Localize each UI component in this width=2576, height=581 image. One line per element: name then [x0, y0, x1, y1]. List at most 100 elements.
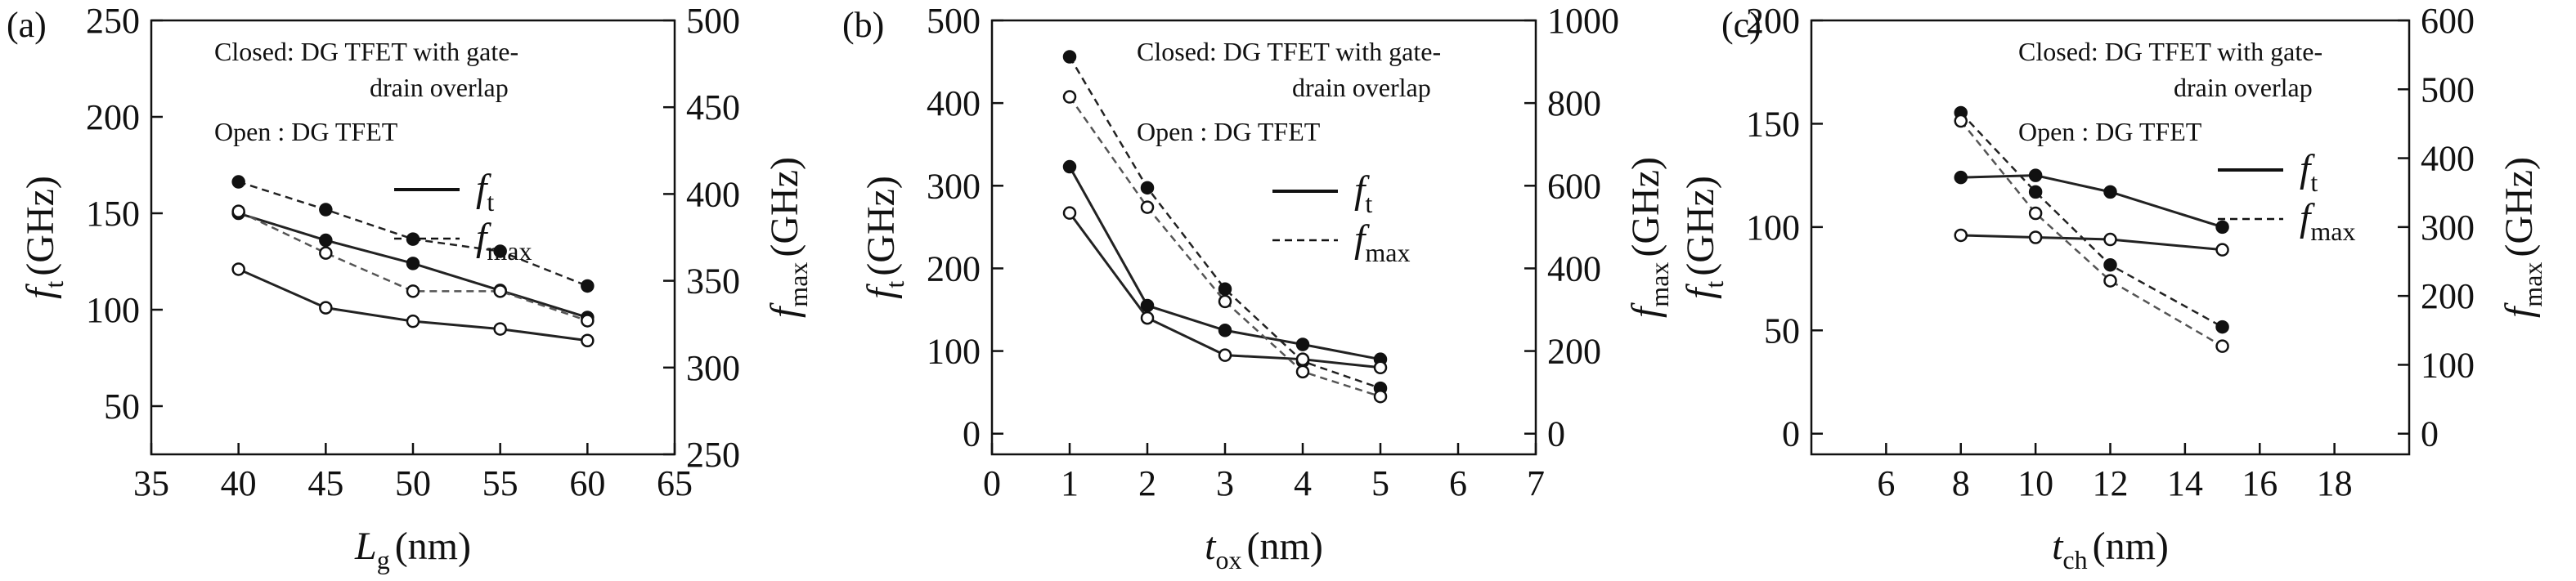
data-point: [581, 279, 595, 293]
data-point: [1140, 298, 1155, 313]
y2-tick-label: 400: [686, 174, 740, 214]
legend-label: ft: [476, 167, 494, 217]
data-point: [406, 314, 420, 328]
x-axis-label-subscript: ch: [2062, 545, 2087, 574]
y2-tick-label: 600: [1547, 166, 1601, 206]
y-tick-label: 200: [927, 248, 981, 288]
annotation-line: Open : DG TFET: [1137, 117, 1321, 146]
legend-label-subscript: max: [2310, 217, 2355, 246]
y2-axis-label-subscript: max: [2518, 262, 2547, 307]
data-point: [493, 284, 507, 298]
series-ft-open-: [231, 262, 595, 348]
annotation-line: Closed: DG TFET with gate-: [214, 37, 518, 66]
series-fmax-closed-: [231, 175, 595, 293]
x-tick-label: 50: [395, 463, 431, 503]
legend-label-subscript: max: [1365, 238, 1410, 267]
chart-panel-2: (b)0 1 2 3 4 5 6 701002003004005000200400600800…: [842, 1, 1674, 574]
series-ft-closed-: [231, 206, 595, 324]
annotation-line: Open : DG TFET: [2018, 117, 2202, 146]
x-axis-label-symbol: t: [2052, 525, 2064, 568]
data-point: [1295, 364, 1310, 379]
legend-label: ft: [2300, 147, 2318, 197]
annotation-line: Closed: DG TFET with gate-: [2018, 37, 2322, 66]
x-axis-label-unit: (nm): [2093, 525, 2169, 568]
y-axis-label-unit: (GHz): [859, 176, 903, 276]
y2-tick-label: 0: [1547, 414, 1565, 454]
data-point: [2103, 274, 2117, 288]
y-tick-label: 150: [1746, 104, 1800, 144]
x-tick-label: 16: [2242, 463, 2278, 503]
data-point: [2103, 232, 2117, 247]
y2-tick-label: 800: [1547, 83, 1601, 123]
data-point: [319, 203, 333, 217]
y2-axis-label-unit: (GHz): [763, 157, 806, 257]
series-fmax-open-: [231, 204, 595, 328]
data-point: [1218, 324, 1232, 337]
data-point: [406, 257, 420, 270]
data-point: [2103, 257, 2117, 272]
data-point: [1140, 311, 1155, 325]
legend-label: fmax: [476, 216, 532, 266]
x-tick-label: 35: [133, 463, 169, 503]
legend-label-subscript: t: [2310, 168, 2318, 197]
annotation-line: Closed: DG TFET with gate-: [1137, 37, 1441, 66]
series-line: [1959, 112, 2224, 328]
x-tick-label: 0: [983, 463, 1001, 503]
data-point: [406, 284, 420, 298]
series-line: [1068, 96, 1381, 398]
series-line: [1960, 234, 2223, 252]
annotation-line: Open : DG TFET: [214, 117, 398, 146]
x-axis-label-unit: (nm): [1247, 525, 1323, 568]
data-point: [2215, 320, 2229, 334]
y2-axis-label-unit: (GHz): [2497, 157, 2541, 257]
y-tick-label: 200: [86, 97, 140, 137]
data-point: [1062, 90, 1077, 104]
y2-tick-label: 400: [1547, 248, 1601, 288]
y-tick-label: 0: [1782, 414, 1800, 454]
legend-label: fmax: [1354, 217, 1410, 267]
legend-label-subscript: max: [487, 236, 532, 266]
y2-axis-label-subscript: max: [783, 262, 813, 307]
y2-tick-label: 300: [2421, 208, 2475, 248]
x-tick-label: 18: [2317, 463, 2353, 503]
y-axis-label-subscript: t: [39, 281, 69, 288]
y2-axis-label-unit: (GHz): [1624, 157, 1667, 257]
data-point: [319, 233, 333, 248]
data-point: [1140, 200, 1155, 214]
data-point: [2215, 339, 2229, 353]
series-line: [1960, 174, 2224, 229]
data-point: [319, 246, 333, 260]
panel-label: (a): [7, 5, 47, 45]
y2-tick-label: 200: [2421, 276, 2475, 316]
data-point: [1373, 360, 1388, 375]
legend-label-subscript: t: [1365, 189, 1372, 218]
series-fmax-open-: [1954, 114, 2229, 353]
data-point: [1373, 389, 1388, 404]
data-point: [1295, 337, 1310, 351]
data-point: [2028, 168, 2043, 182]
y-tick-label: 500: [927, 1, 981, 41]
series-ft-open-: [1954, 228, 2229, 257]
y-tick-label: 50: [1764, 311, 1800, 351]
x-tick-label: 12: [2093, 463, 2129, 503]
y-axis-label-unit: (GHz): [19, 176, 62, 276]
chart-panel-3: (c) 6 8 10 12 14 16 18 0 50 100 150 200 0 100 200 300 400…: [1679, 1, 2547, 574]
data-point: [2028, 185, 2043, 199]
annotation-line: drain overlap: [2174, 73, 2313, 102]
y2-tick-label: 500: [2421, 69, 2475, 109]
y2-tick-label: 300: [686, 348, 740, 388]
x-axis-label-symbol: L: [354, 525, 377, 568]
y2-tick-label: 400: [2421, 139, 2475, 179]
y-tick-label: 150: [86, 194, 140, 234]
y-tick-label: 250: [86, 1, 140, 41]
data-point: [231, 262, 245, 276]
x-tick-label: 65: [657, 463, 693, 503]
legend-label: ft: [1354, 168, 1372, 218]
x-axis-label-subscript: ox: [1216, 545, 1242, 574]
y2-tick-label: 600: [2421, 1, 2475, 41]
x-tick-label: 7: [1527, 463, 1545, 503]
data-point: [2215, 243, 2229, 257]
x-axis-label-unit: (nm): [395, 525, 471, 568]
data-point: [1218, 282, 1232, 296]
x-tick-label: 3: [1216, 463, 1234, 503]
